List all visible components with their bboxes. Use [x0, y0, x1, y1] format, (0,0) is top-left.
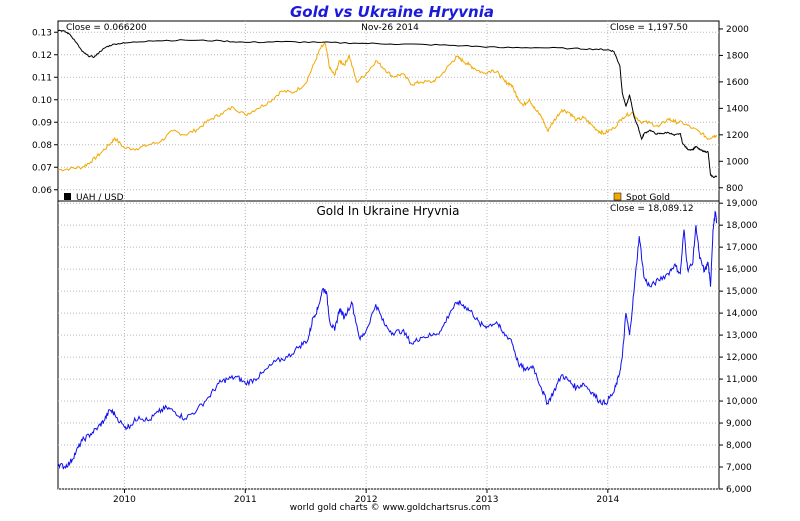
top-info-left: Close = 0.066200 [66, 23, 147, 33]
bottom-right-tick-label: 8,000 [726, 441, 752, 451]
x-tick-label: 2013 [476, 495, 499, 505]
x-tick-label: 2010 [113, 495, 136, 505]
bottom-right-tick-label: 11,000 [726, 375, 758, 385]
top-info-center: Nov-26 2014 [361, 23, 419, 33]
bottom-right-tick-label: 19,000 [726, 199, 758, 209]
bottom-right-axis: 19,000 18,000 17,000 16,000 15,000 14,000 13,0… [719, 199, 758, 495]
chart-title: Gold vs Ukraine Hryvnia [290, 3, 494, 21]
top-right-axis: 2000 1800 1600 1400 1200 1000 800 [719, 25, 749, 194]
x-tick-label: 2014 [596, 495, 619, 505]
bottom-right-tick-label: 16,000 [726, 265, 758, 275]
x-tick-label: 2011 [234, 495, 257, 505]
legend-label-uah: UAH / USD [76, 193, 124, 203]
bottom-series [57, 210, 718, 470]
left-tick-label: 0.09 [32, 118, 52, 128]
top-left-axis: 0.13 0.12 0.11 0.10 0.09 0.08 0.07 0.06 [32, 28, 58, 196]
left-tick-label: 0.12 [32, 51, 52, 61]
top-panel: Close = 0.066200 Nov-26 2014 Close = 1,1… [32, 20, 749, 203]
right-tick-label: 800 [726, 184, 743, 194]
footer-credit: world gold charts © www.goldchartsrus.co… [290, 503, 491, 513]
bottom-right-tick-label: 9,000 [726, 419, 752, 429]
bottom-right-tick-label: 14,000 [726, 309, 758, 319]
top-series [57, 29, 718, 179]
right-tick-label: 1400 [726, 104, 749, 114]
bottom-right-tick-label: 6,000 [726, 485, 752, 495]
legend-label-gold: Spot Gold [626, 193, 670, 203]
bottom-right-tick-label: 17,000 [726, 243, 758, 253]
bottom-panel: Gold In Ukraine Hryvnia Close = 18,089.1… [57, 199, 758, 505]
bottom-right-tick-label: 15,000 [726, 287, 758, 297]
x-tick-label: 2012 [355, 495, 378, 505]
right-tick-label: 2000 [726, 25, 749, 35]
left-tick-label: 0.13 [32, 28, 52, 38]
legend-swatch-gold [613, 192, 622, 201]
right-tick-label: 1600 [726, 78, 749, 88]
bottom-plot-frame [57, 200, 720, 490]
left-tick-label: 0.10 [32, 96, 52, 106]
top-plot-frame [57, 20, 720, 202]
right-tick-label: 1800 [726, 51, 749, 61]
series-line-gold-in-hryvnia [57, 210, 718, 470]
bottom-right-tick-label: 10,000 [726, 397, 758, 407]
bottom-right-tick-label: 12,000 [726, 353, 758, 363]
top-info-right: Close = 1,197.50 [610, 23, 688, 33]
left-tick-label: 0.07 [32, 163, 52, 173]
series-line-uah-usd [57, 29, 718, 179]
right-tick-label: 1000 [726, 157, 749, 167]
x-axis: 2010 2011 2012 2013 2014 [113, 489, 620, 505]
bottom-right-tick-label: 7,000 [726, 463, 752, 473]
bottom-grid [58, 201, 719, 490]
left-tick-label: 0.08 [32, 141, 52, 151]
bottom-info-right: Close = 18,089.12 [610, 204, 694, 214]
series-line-spot-gold [57, 42, 718, 172]
right-tick-label: 1200 [726, 131, 749, 141]
left-tick-label: 0.11 [32, 73, 52, 83]
top-grid [58, 21, 719, 201]
bottom-subtitle: Gold In Ukraine Hryvnia [317, 204, 460, 218]
legend-swatch-uah [64, 193, 71, 200]
bottom-right-tick-label: 13,000 [726, 331, 758, 341]
left-tick-label: 0.06 [32, 186, 52, 196]
bottom-right-tick-label: 18,000 [726, 221, 758, 231]
